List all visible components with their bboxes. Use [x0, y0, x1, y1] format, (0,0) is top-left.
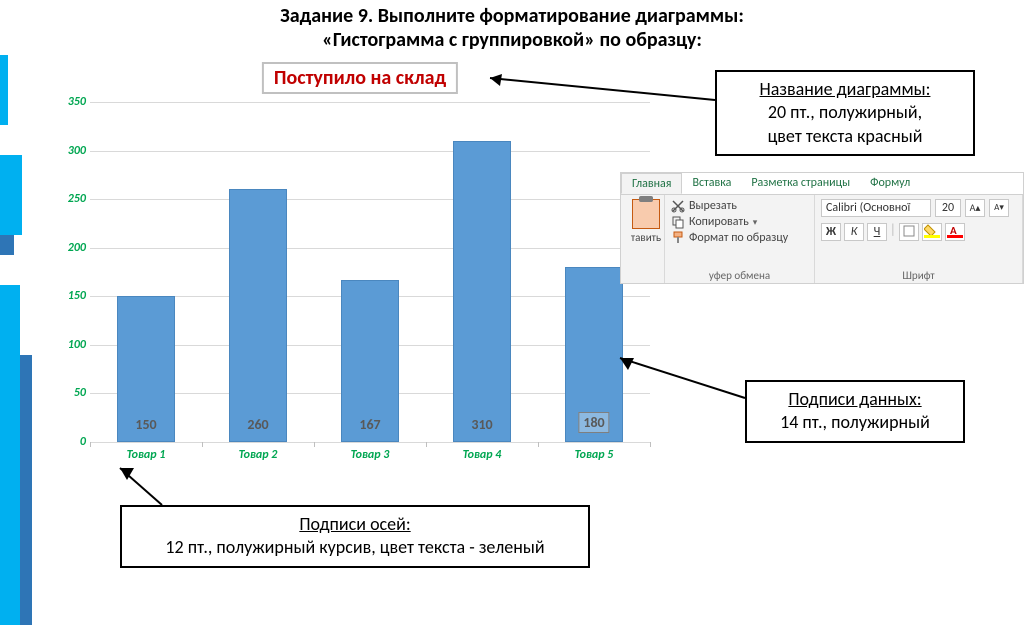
- grow-font-button[interactable]: A▴: [965, 199, 985, 217]
- underline-button[interactable]: Ч: [867, 223, 887, 241]
- callout-title-l2: 20 пт., полужирный,: [731, 101, 959, 124]
- copy-button[interactable]: Копировать ▾: [671, 215, 808, 229]
- shrink-font-button[interactable]: A▾: [989, 199, 1009, 217]
- bar-value-label: 180: [578, 412, 609, 433]
- chart-title: Поступило на склад: [262, 62, 458, 94]
- copy-icon: [671, 215, 685, 229]
- y-axis-label: 250: [52, 192, 86, 206]
- borders-button[interactable]: [899, 223, 919, 241]
- x-axis-label: Товар 3: [314, 448, 426, 462]
- bar: 260: [229, 189, 287, 442]
- bar-value-label: 260: [247, 416, 268, 433]
- cut-button[interactable]: Вырезать: [671, 199, 808, 213]
- callout-chart-title: Название диаграммы: 20 пт., полужирный, …: [715, 70, 975, 156]
- y-axis-label: 300: [52, 144, 86, 158]
- font-name-select[interactable]: Calibri (Основної: [821, 199, 931, 217]
- x-axis-label: Товар 4: [426, 448, 538, 462]
- tab-insert[interactable]: Вставка: [682, 173, 741, 194]
- clipboard-icon: [632, 199, 660, 229]
- callout-data-l2: 14 пт., полужирный: [761, 411, 949, 434]
- callout-axis-l2: 12 пт., полужирный курсив, цвет текста -…: [136, 536, 574, 559]
- italic-button[interactable]: К: [844, 223, 864, 241]
- header-line-2: «Гистограмма с группировкой» по образцу:: [0, 28, 1024, 52]
- paste-button[interactable]: тавить: [627, 199, 665, 244]
- x-axis-label: Товар 1: [90, 448, 202, 462]
- y-axis-label: 50: [52, 386, 86, 400]
- bar: 310: [453, 141, 511, 442]
- header-line-1: Задание 9. Выполните форматирование диаг…: [0, 4, 1024, 28]
- bar: 180: [565, 267, 623, 442]
- callout-axis-heading: Подписи осей:: [136, 513, 574, 536]
- bar-value-label: 167: [359, 416, 380, 433]
- y-axis-label: 100: [52, 338, 86, 352]
- y-axis-label: 0: [52, 435, 86, 449]
- tab-page-layout[interactable]: Разметка страницы: [741, 173, 860, 194]
- callout-data-labels: Подписи данных: 14 пт., полужирный: [745, 380, 965, 443]
- task-header: Задание 9. Выполните форматирование диаг…: [0, 0, 1024, 60]
- y-axis-label: 150: [52, 289, 86, 303]
- chart-plot-area: 050100150200250300350150260167310180: [90, 102, 650, 442]
- left-decoration: [0, 55, 32, 574]
- clipboard-group-label: уфер обмена: [665, 269, 814, 282]
- x-axis-label: Товар 5: [538, 448, 650, 462]
- chart-container: Поступило на склад 0 50 100 150 200 250 300 350…: [50, 62, 670, 492]
- bar: 150: [117, 296, 175, 442]
- callout-axis-labels: Подписи осей: 12 пт., полужирный курсив,…: [120, 505, 590, 568]
- bar: 167: [341, 280, 399, 442]
- y-axis-label: 350: [52, 95, 86, 109]
- font-color-button[interactable]: A: [945, 223, 965, 241]
- callout-title-heading: Название диаграммы:: [731, 78, 959, 101]
- tab-formulas[interactable]: Формул: [860, 173, 920, 194]
- fill-color-button[interactable]: [922, 223, 942, 241]
- tab-home[interactable]: Главная: [621, 173, 682, 194]
- bar-value-label: 150: [135, 416, 156, 433]
- bold-button[interactable]: Ж: [821, 223, 841, 241]
- grid-line: [90, 248, 650, 249]
- font-group-label: Шрифт: [815, 269, 1022, 282]
- format-painter-button[interactable]: Формат по образцу: [671, 231, 808, 245]
- callout-data-heading: Подписи данных:: [761, 388, 949, 411]
- grid-line: [90, 442, 650, 443]
- y-axis-label: 200: [52, 241, 86, 255]
- x-axis-label: Товар 2: [202, 448, 314, 462]
- grid-line: [90, 199, 650, 200]
- excel-ribbon: Главная Вставка Разметка страницы Формул…: [620, 172, 1024, 284]
- ribbon-tabs: Главная Вставка Разметка страницы Формул: [621, 173, 1023, 195]
- bar-value-label: 310: [471, 416, 492, 433]
- brush-icon: [671, 231, 685, 245]
- grid-line: [90, 151, 650, 152]
- grid-line: [90, 102, 650, 103]
- font-size-select[interactable]: 20: [935, 199, 961, 217]
- scissors-icon: [671, 199, 685, 213]
- callout-title-l3: цвет текста красный: [731, 125, 959, 148]
